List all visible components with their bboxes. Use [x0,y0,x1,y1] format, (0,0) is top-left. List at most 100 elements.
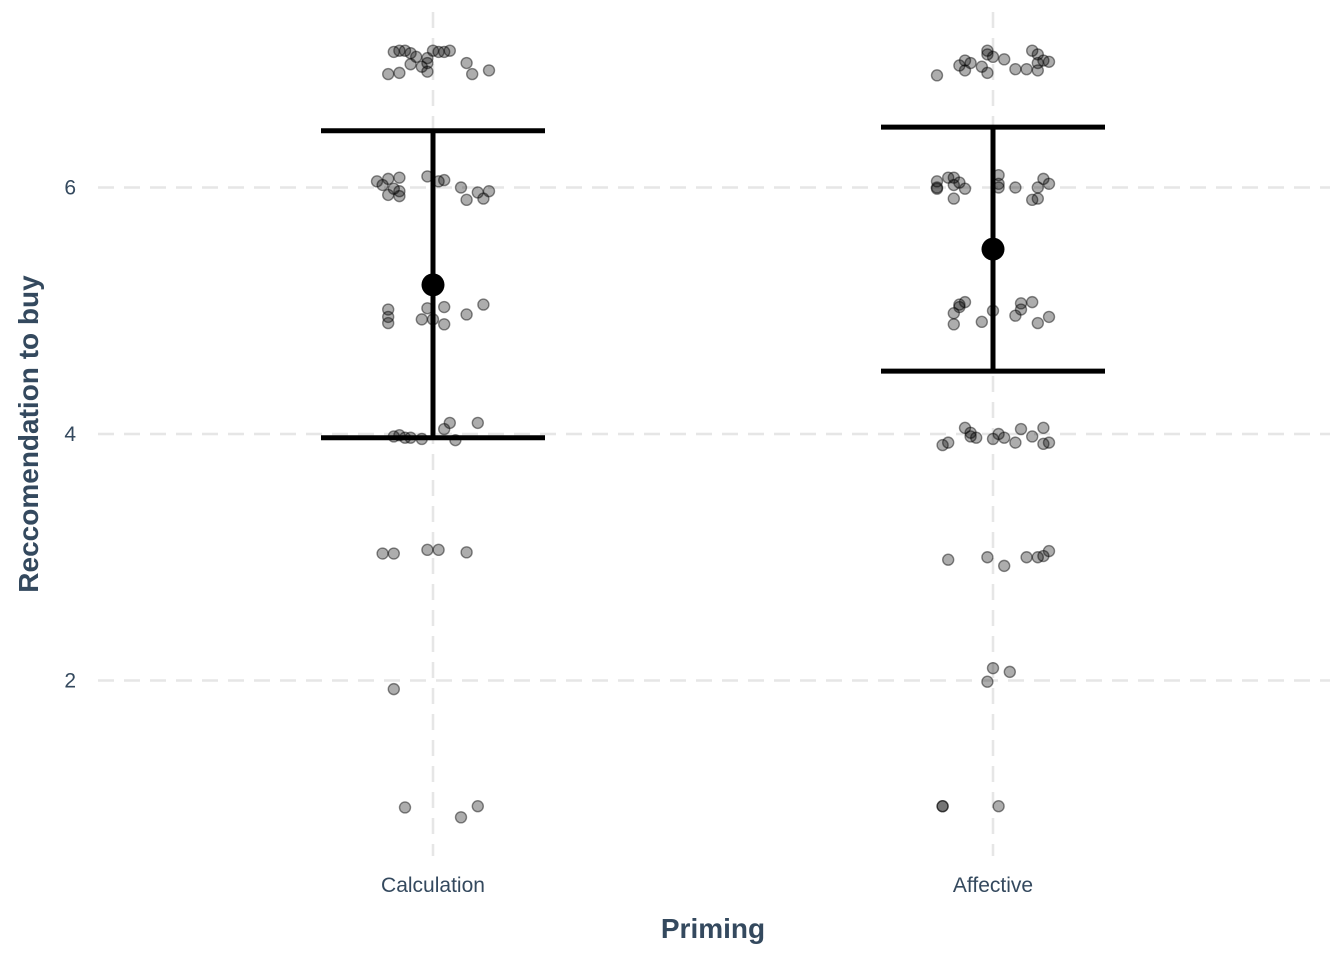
data-point [958,64,972,77]
data-point [998,559,1011,573]
data-point [421,51,434,65]
data-point [1037,172,1050,186]
data-point [1031,64,1045,77]
data-point [1003,665,1016,679]
data-point [471,800,484,813]
data-point [421,543,434,557]
data-point [958,182,972,195]
data-point [958,421,972,435]
data-point [382,188,395,202]
data-point [964,426,977,439]
data-point [1025,295,1039,309]
data-point [975,60,988,73]
data-point [936,438,949,452]
data-point [1031,551,1045,564]
data-point [460,308,473,321]
data-point [953,176,966,189]
data-point [1020,62,1033,76]
data-point [438,422,451,436]
data-point [1014,303,1028,316]
data-point [393,184,406,198]
data-point [415,313,428,326]
data-point [393,44,406,57]
data-point [1037,54,1050,67]
data-point [947,178,960,192]
data-point [382,172,395,186]
data-point [1042,544,1056,558]
data-point [964,56,977,70]
data-point [958,54,972,67]
data-point [393,171,406,184]
data-point [998,431,1011,444]
data-point [1042,436,1056,449]
data-point [393,189,406,203]
y-tick-label: 4 [64,423,76,446]
summary-layer [321,124,1105,441]
data-point [387,547,400,560]
data-point [947,307,960,320]
data-point [1009,181,1022,194]
data-point [438,45,451,59]
data-point [398,44,412,57]
data-point [986,432,1000,446]
data-point [970,431,983,444]
data-point [936,800,949,813]
data-point [1042,310,1056,324]
data-point [460,56,473,70]
data-point [382,310,395,324]
data-point [936,800,949,813]
data-point [1031,316,1045,330]
data-point [1014,297,1028,310]
grid-layer [98,12,1330,856]
data-point [953,59,966,72]
data-point [1037,421,1050,435]
x-axis-title: Priming [661,913,765,944]
data-point [953,298,966,311]
data-point [942,171,955,184]
data-point [1009,309,1022,322]
data-point [1025,44,1039,57]
data-point [992,427,1005,441]
data-point [930,175,944,188]
data-point [460,546,473,559]
data-point [432,543,445,557]
data-point [1037,549,1050,563]
data-point [1031,56,1045,70]
x-tick-label: Affective [953,874,1033,897]
data-point [426,44,440,57]
data-point [443,416,456,430]
data-point [981,675,994,688]
data-point [1009,62,1022,76]
data-point [1037,437,1050,451]
data-point [454,811,468,824]
data-point [466,67,479,81]
data-point [930,181,944,194]
data-point [438,173,451,187]
data-point [964,430,977,443]
data-point [1031,181,1045,194]
data-point [998,53,1011,66]
data-point [1014,422,1028,436]
data-point [947,171,960,184]
data-point [460,193,473,207]
mean-point [981,237,1005,261]
y-tick-label: 2 [64,670,76,693]
data-point [471,186,484,199]
data-point [1031,48,1045,61]
data-point [947,318,960,331]
data-point [443,44,456,57]
data-point [404,58,417,71]
data-point [975,315,988,329]
data-point [382,67,395,81]
data-point [981,44,994,57]
data-point [454,181,468,194]
data-point [981,48,994,61]
data-point [432,45,445,59]
data-point [986,661,1000,675]
data-point [376,547,389,560]
data-point [376,178,389,192]
data-point [482,184,496,198]
data-point [393,66,406,80]
data-point [370,175,384,188]
